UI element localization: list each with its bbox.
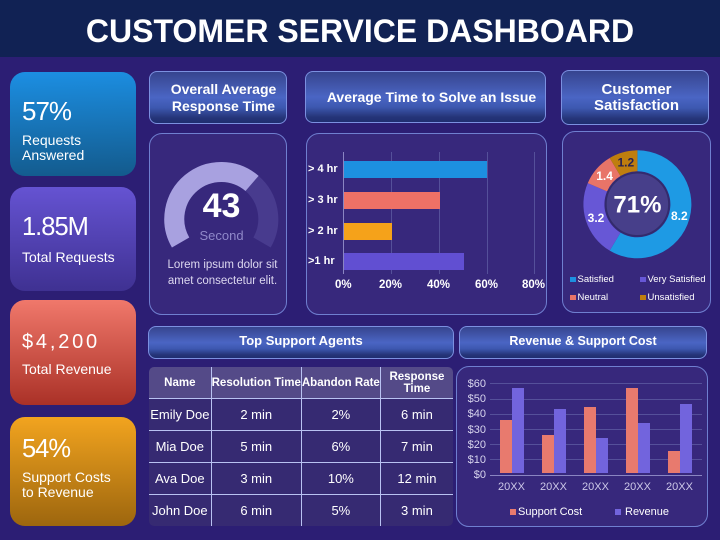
svg-text:1.4: 1.4 (596, 169, 613, 183)
svg-text:1.2: 1.2 (617, 156, 634, 170)
svg-text:8.2: 8.2 (671, 209, 688, 223)
svg-text:71%: 71% (613, 192, 661, 219)
svg-text:3.2: 3.2 (588, 211, 605, 225)
